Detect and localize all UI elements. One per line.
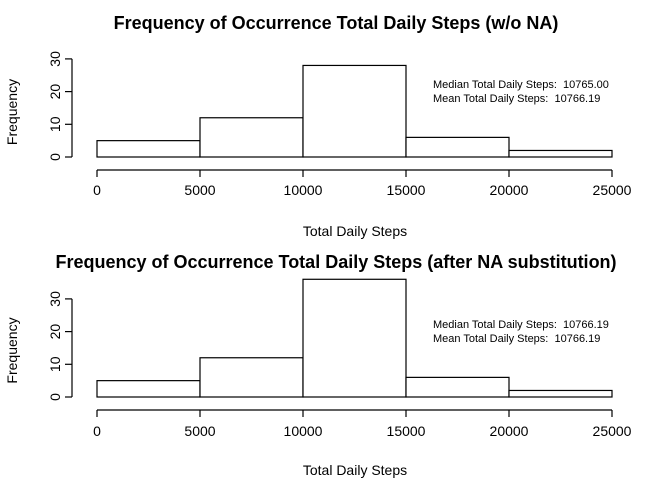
panel-1-histogram-bar bbox=[199, 117, 304, 158]
panel-1-stat-annotation: Median Total Daily Steps: 10765.00 bbox=[433, 79, 609, 91]
panel-2-histogram-bar bbox=[96, 380, 201, 398]
panel-1-x-tick-label: 25000 bbox=[593, 182, 632, 198]
panel-1-x-tick-label: 15000 bbox=[387, 182, 426, 198]
panel-1-x-axis-label: Total Daily Steps bbox=[303, 223, 407, 239]
panel-1-x-tick-label: 0 bbox=[93, 182, 101, 198]
panel-2-y-axis-label: Frequency bbox=[4, 317, 20, 383]
panel-2-histogram-bar bbox=[199, 357, 304, 398]
panel-1-x-tick-label: 10000 bbox=[284, 182, 323, 198]
panel-1-y-tick-label: 30 bbox=[47, 51, 63, 67]
panel-2-histogram-bar bbox=[508, 389, 613, 398]
panel-1-histogram-bar bbox=[405, 136, 510, 158]
panel-1-chart-title: Frequency of Occurrence Total Daily Step… bbox=[114, 13, 559, 33]
panel-2-y-tick-label: 10 bbox=[47, 356, 63, 372]
panel-2-y-tick-label: 30 bbox=[47, 291, 63, 307]
panel-1-stat-annotation: Mean Total Daily Steps: 10766.19 bbox=[433, 93, 600, 105]
panel-2-y-tick-label: 20 bbox=[47, 324, 63, 340]
panel-2-x-tick-label: 0 bbox=[93, 423, 101, 439]
panel-1-histogram-bar bbox=[508, 149, 613, 158]
panel-2-x-tick-label: 5000 bbox=[184, 423, 215, 439]
panel-2-stat-annotation: Median Total Daily Steps: 10766.19 bbox=[433, 319, 609, 331]
panel-1-y-axis-label: Frequency bbox=[4, 79, 20, 145]
panel-2-x-tick-label: 15000 bbox=[387, 423, 426, 439]
panel-1-histogram-bar bbox=[96, 140, 201, 158]
panel-2-histogram-bar bbox=[405, 376, 510, 398]
panel-2-chart-title: Frequency of Occurrence Total Daily Step… bbox=[55, 252, 616, 272]
panel-2-x-axis-label: Total Daily Steps bbox=[303, 462, 407, 478]
panel-2-x-tick-label: 25000 bbox=[593, 423, 632, 439]
panel-1-y-tick-label: 0 bbox=[47, 153, 63, 161]
panel-1-y-tick-label: 10 bbox=[47, 116, 63, 132]
panel-2-y-tick-label: 0 bbox=[47, 393, 63, 401]
panel-1-y-tick-label: 20 bbox=[47, 84, 63, 100]
panel-2-x-tick-label: 10000 bbox=[284, 423, 323, 439]
panel-2-histogram-bar bbox=[302, 278, 407, 398]
panel-2-x-tick-label: 20000 bbox=[490, 423, 529, 439]
panel-1-histogram-bar bbox=[302, 64, 407, 158]
panel-2-stat-annotation: Mean Total Daily Steps: 10766.19 bbox=[433, 333, 600, 345]
panel-1-x-tick-label: 5000 bbox=[184, 182, 215, 198]
panel-1-x-tick-label: 20000 bbox=[490, 182, 529, 198]
